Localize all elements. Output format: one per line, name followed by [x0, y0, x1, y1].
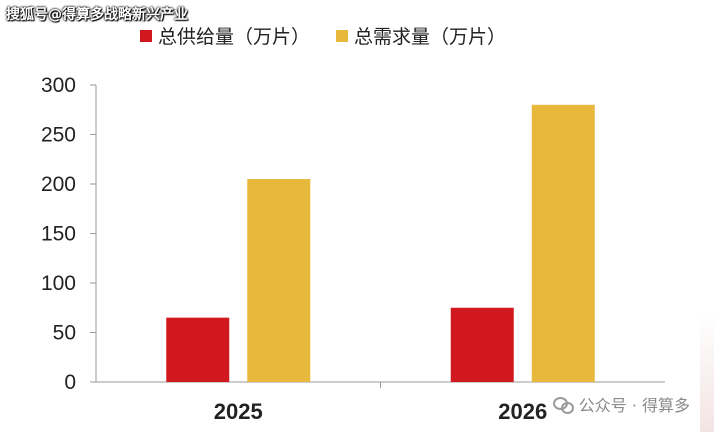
y-tick-label: 200	[41, 173, 76, 196]
legend-swatch-demand	[336, 29, 349, 42]
y-tick-label: 300	[41, 74, 76, 97]
x-tick-label: 2026	[498, 399, 547, 424]
legend-label-supply: 总供给量（万片）	[158, 26, 311, 48]
decorative-edge	[700, 312, 714, 432]
y-tick-label: 100	[41, 272, 76, 295]
bar-supply-2025	[166, 317, 230, 382]
bottom-watermark: 公众号 · 得算多	[552, 392, 690, 416]
bar-demand-2026	[531, 104, 595, 383]
legend-label-demand: 总需求量（万片）	[354, 26, 507, 48]
top-watermark: 搜狐号@得算多战略新兴产业	[6, 7, 188, 23]
legend-item-supply: 总供给量（万片）	[140, 22, 310, 49]
chart-legend: 总供给量（万片） 总需求量（万片）	[140, 22, 506, 49]
bar-demand-2025	[247, 179, 311, 382]
bar-supply-2026	[450, 307, 514, 382]
bottom-watermark-text: 公众号 · 得算多	[578, 396, 690, 415]
wechat-icon	[552, 396, 574, 414]
x-tick-label: 2025	[214, 399, 263, 424]
legend-swatch-supply	[140, 29, 152, 42]
y-tick-label: 150	[41, 223, 76, 246]
y-tick-label: 250	[41, 124, 76, 147]
y-tick-label: 50	[53, 322, 76, 345]
y-tick-label: 0	[64, 371, 76, 394]
legend-item-demand: 总需求量（万片）	[336, 22, 506, 49]
